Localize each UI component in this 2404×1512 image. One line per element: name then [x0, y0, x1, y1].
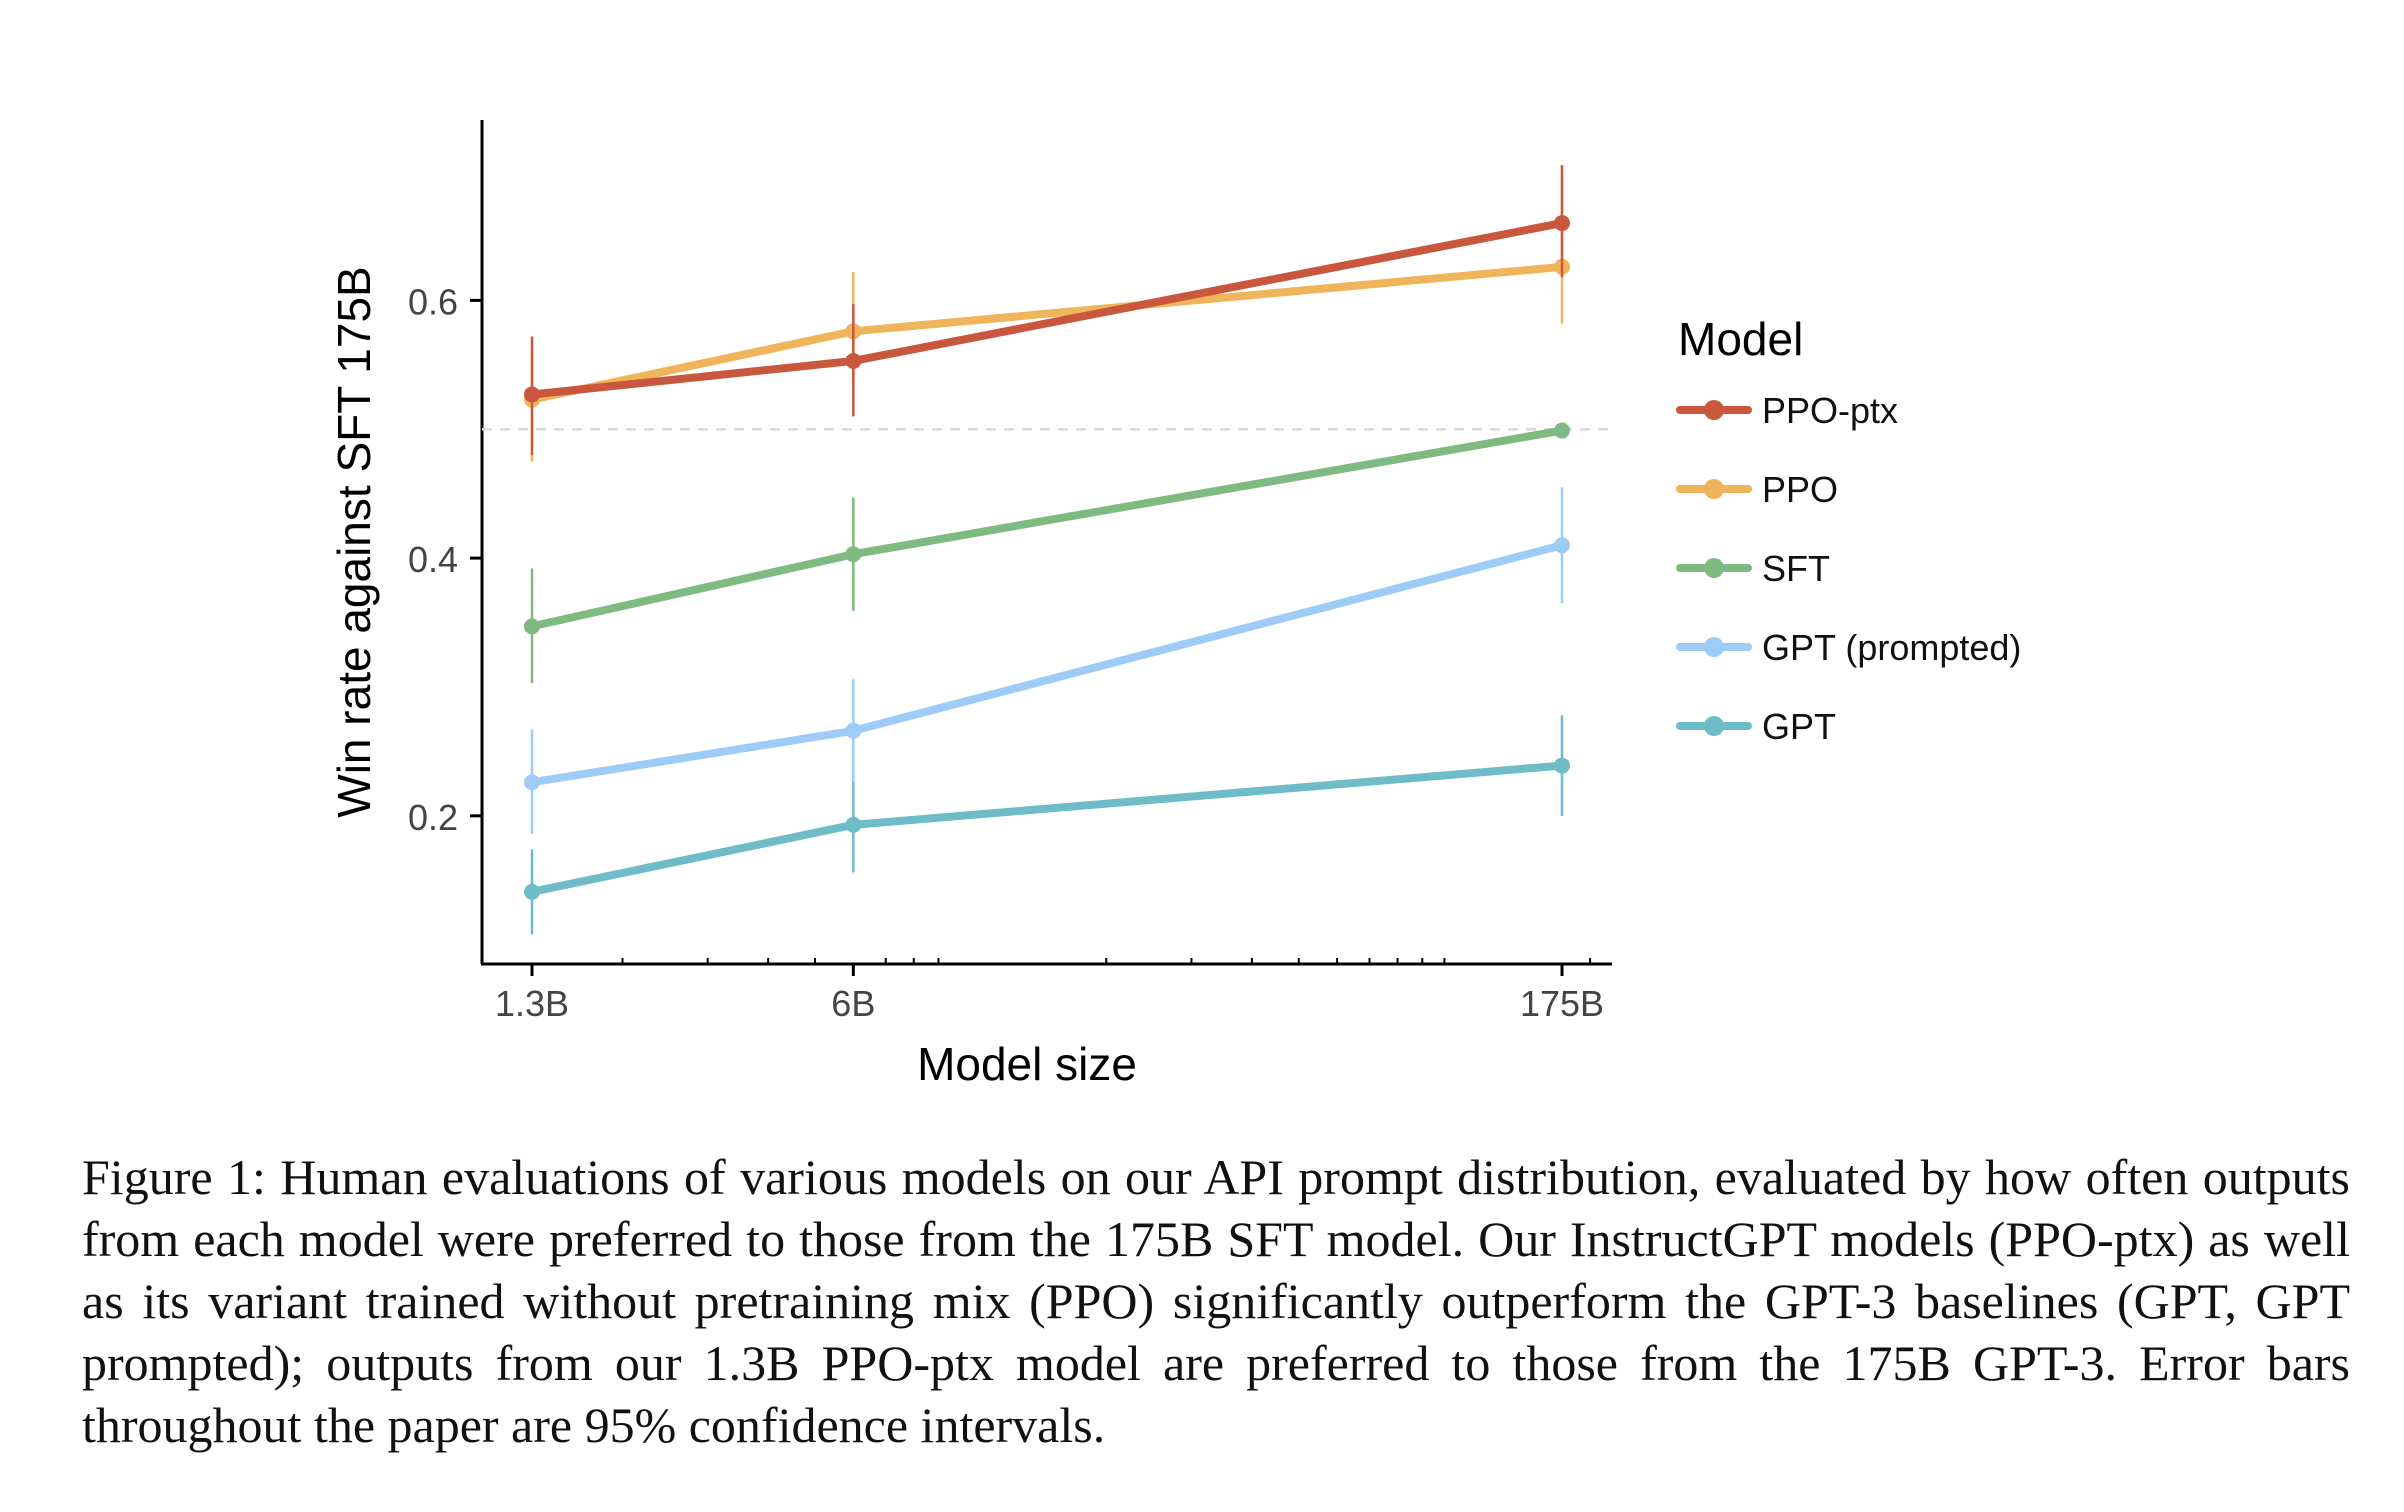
data-point [1554, 537, 1570, 554]
legend-label: PPO-ptx [1762, 390, 1898, 431]
data-point [845, 352, 862, 369]
legend-item-ppo: PPO [1676, 469, 1838, 510]
y-tick-label: 0.2 [408, 797, 458, 838]
legend-swatch-dot [1704, 716, 1724, 736]
data-point [845, 816, 862, 833]
series-line [528, 761, 1566, 896]
series-line [528, 541, 1566, 787]
data-point [1554, 422, 1570, 439]
y-tick-label: 0.4 [408, 539, 458, 580]
series-ppo-ptx [524, 165, 1570, 456]
data-point [524, 386, 540, 403]
x-tick-label: 175B [1520, 983, 1604, 1024]
y-tick-label: 0.6 [408, 281, 458, 322]
series-sft [524, 422, 1570, 684]
data-point [524, 774, 540, 791]
series-layer [524, 165, 1570, 935]
data-point [1554, 215, 1570, 232]
data-point [1554, 757, 1570, 774]
legend-label: GPT [1762, 706, 1836, 747]
legend-swatch-dot [1704, 558, 1724, 578]
legend-item-sft: SFT [1676, 548, 1830, 589]
data-point [845, 546, 862, 563]
series-line [528, 426, 1566, 631]
x-minor-ticks [621, 958, 1592, 964]
legend-swatch-dot [1704, 637, 1724, 657]
legend-label: SFT [1762, 548, 1830, 589]
x-ticks: 1.3B 6B 175B [495, 964, 1604, 1024]
legend-item-ppo-ptx: PPO-ptx [1676, 390, 1898, 431]
series-ppo [524, 207, 1570, 462]
x-tick-label: 1.3B [495, 983, 569, 1024]
legend-item-gpt-prompted: GPT (prompted) [1676, 627, 2021, 668]
series-gpt [524, 715, 1570, 935]
y-ticks: 0.2 0.4 0.6 [408, 281, 482, 838]
x-tick-label: 6B [831, 983, 875, 1024]
data-point [524, 618, 540, 635]
legend-swatch-dot [1704, 400, 1724, 420]
x-axis-label: Model size [917, 1038, 1137, 1090]
data-point [845, 722, 862, 739]
legend-label: PPO [1762, 469, 1838, 510]
figure-caption: Figure 1: Human evaluations of various m… [82, 1149, 2350, 1453]
legend-item-gpt: GPT [1676, 706, 1836, 747]
legend-label: GPT (prompted) [1762, 627, 2021, 668]
legend-title: Model [1678, 313, 1803, 365]
data-point [524, 883, 540, 900]
legend-swatch-dot [1704, 479, 1724, 499]
legend: Model PPO-ptx PPO SFT GPT (prompted) GPT [1676, 313, 2021, 747]
series-gpt-prompted [524, 487, 1570, 834]
y-axis-label: Win rate against SFT 175B [328, 266, 380, 817]
